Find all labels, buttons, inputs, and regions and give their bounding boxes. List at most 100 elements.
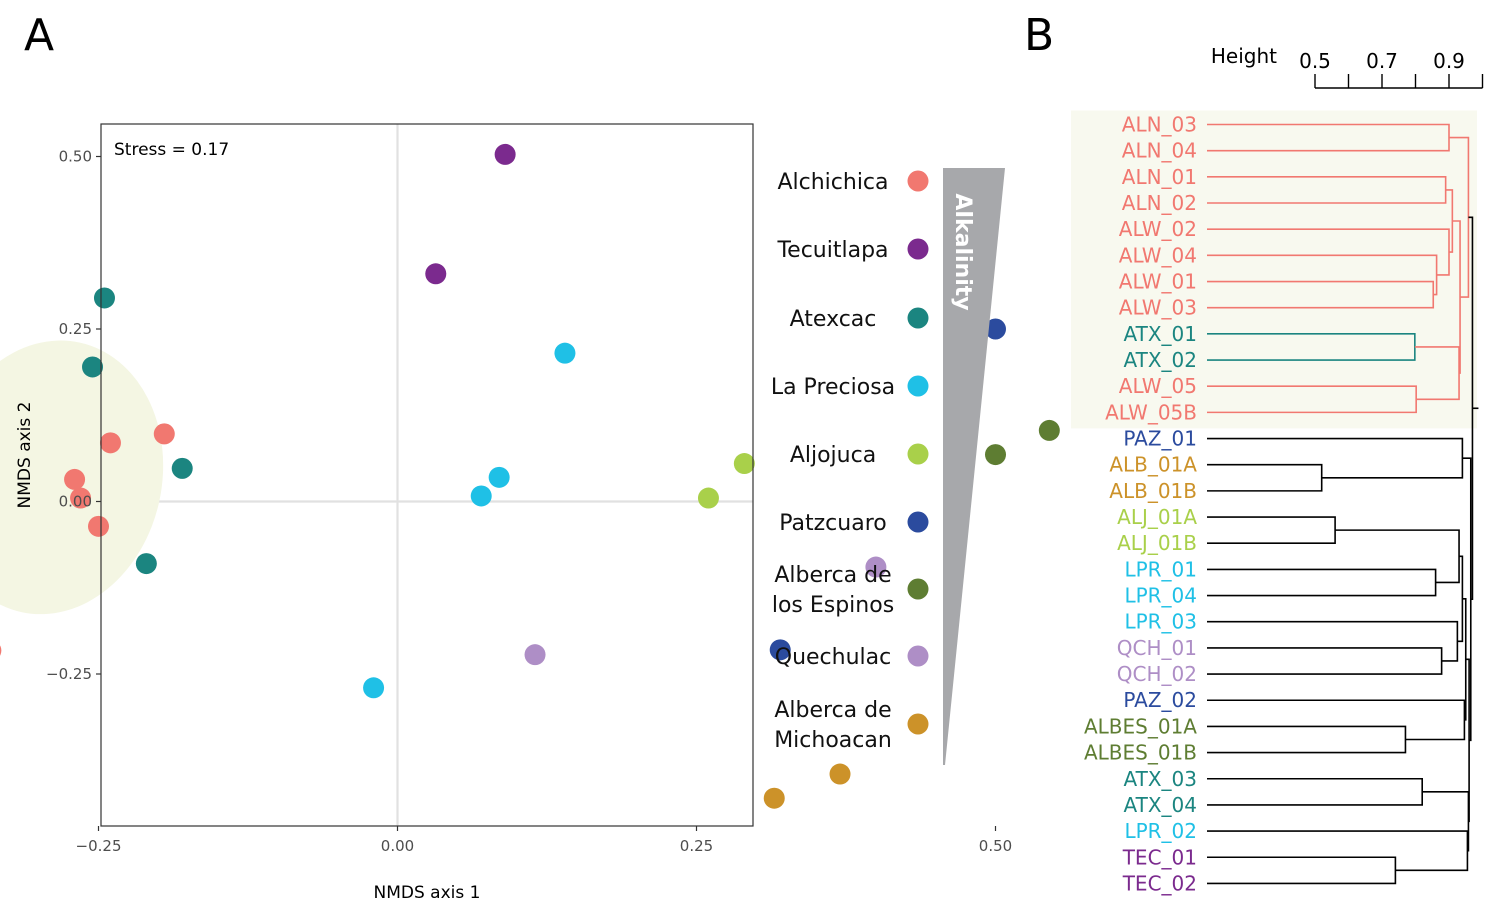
nmds-plot-frame xyxy=(100,123,754,827)
nmds-point xyxy=(425,263,447,285)
alkalinity-gradient: Alkalinity xyxy=(943,168,1005,765)
dendrogram-leaf-label: LPR_01 xyxy=(1124,557,1197,581)
nmds-point xyxy=(769,639,791,661)
dendrogram-leaf-label: QCH_02 xyxy=(1117,662,1197,686)
dendrogram-leaf-label: ALBES_01A xyxy=(1084,714,1197,738)
legend: Alchichica Tecuitlapa Atexcac La Preciosa Al… xyxy=(771,170,929,753)
dendrogram-branch xyxy=(1207,725,1407,754)
dendrogram-panel: 0.5 0.7 0.9 Height ALN_03ALN_04ALN_01ALN_0… xyxy=(1071,44,1484,895)
dendrogram-branch xyxy=(1207,516,1336,545)
x-tick-label: 0.00 xyxy=(381,837,414,855)
dendrogram-branches xyxy=(1207,123,1479,885)
y-tick-label: 0.25 xyxy=(59,320,92,338)
dendrogram-leaf-label: ATX_04 xyxy=(1124,793,1198,817)
legend-swatch xyxy=(907,443,929,465)
legend-label: Alberca de los Espinos xyxy=(772,563,894,618)
legend-label: Aljojuca xyxy=(790,443,876,468)
x-tick-label: −0.25 xyxy=(76,837,122,855)
nmds-point xyxy=(697,487,719,509)
nmds-point xyxy=(494,143,516,165)
dendrogram-branch xyxy=(1207,437,1464,479)
nmds-point xyxy=(554,342,576,364)
dendrogram-leaf-label: ALB_01A xyxy=(1109,453,1197,477)
nmds-point xyxy=(733,453,755,475)
legend-swatch xyxy=(907,170,929,192)
nmds-ellipse-layer xyxy=(0,340,164,615)
nmds-point xyxy=(82,356,104,378)
nmds-point xyxy=(1038,419,1060,441)
nmds-point xyxy=(985,318,1006,340)
legend-swatch xyxy=(907,307,929,329)
dendrogram-leaf-label: ALN_04 xyxy=(1122,139,1197,163)
nmds-point xyxy=(524,644,546,666)
dendrogram-leaf-label: LPR_04 xyxy=(1124,584,1197,608)
nmds-points xyxy=(0,143,1060,809)
dendrogram-leaf-label: ALB_01B xyxy=(1109,479,1197,503)
nmds-point xyxy=(70,487,92,509)
dendrogram-leaf-label: ALW_05B xyxy=(1105,400,1197,424)
dendrogram-leaf-label: ATX_01 xyxy=(1124,322,1198,346)
nmds-y-ticks: −0.25 0.00 0.25 0.50 xyxy=(46,148,101,683)
height-tick-label: 0.5 xyxy=(1299,49,1331,73)
nmds-point xyxy=(363,677,385,699)
alchichica-ellipse xyxy=(0,340,164,615)
nmds-point xyxy=(135,553,157,575)
x-tick-label: 0.50 xyxy=(979,837,1012,855)
legend-swatch xyxy=(907,511,929,533)
nmds-point xyxy=(829,763,851,785)
height-tick-label: 0.9 xyxy=(1433,49,1465,73)
nmds-zero-lines xyxy=(101,124,753,826)
legend-label: Patzcuaro xyxy=(779,511,886,536)
dendrogram-leaf-label: PAZ_01 xyxy=(1123,427,1197,451)
nmds-x-axis-title: NMDS axis 1 xyxy=(374,883,481,903)
nmds-point xyxy=(88,515,109,537)
nmds-point xyxy=(985,444,1006,466)
nmds-panel: −0.25 0.00 0.25 0.50 −0.25 0.00 0.25 0.50 Stre… xyxy=(0,123,1060,903)
y-tick-label: 0.00 xyxy=(59,493,92,511)
nmds-point xyxy=(865,556,887,578)
x-tick-label: 0.25 xyxy=(680,837,713,855)
nmds-point xyxy=(64,468,86,490)
dendrogram-branch xyxy=(1207,777,1423,806)
dendrogram-branch xyxy=(1207,830,1469,872)
nmds-point xyxy=(470,485,492,507)
dendrogram-leaf-label: ALW_03 xyxy=(1119,296,1197,320)
alkalinity-wedge xyxy=(943,168,1005,765)
nmds-point xyxy=(171,457,193,479)
dendrogram-leaf-label: ALN_01 xyxy=(1122,165,1197,189)
height-scale: 0.5 0.7 0.9 xyxy=(1299,49,1484,89)
stress-annotation: Stress = 0.17 xyxy=(114,140,229,160)
legend-swatch xyxy=(907,713,929,735)
height-scale-title: Height xyxy=(1211,44,1277,68)
nmds-y-axis-title: NMDS axis 2 xyxy=(15,402,35,509)
dendrogram-leaf-label: QCH_01 xyxy=(1117,636,1197,660)
dendrogram-branch xyxy=(1207,463,1323,492)
dendrogram-leaf-label: ALW_04 xyxy=(1119,243,1197,267)
legend-swatch xyxy=(907,238,929,260)
dendrogram-leaf-label: TEC_02 xyxy=(1122,871,1197,895)
dendrogram-leaf-label: PAZ_02 xyxy=(1123,688,1197,712)
dendrogram-leaf-label: ALN_03 xyxy=(1122,113,1197,137)
y-tick-label: 0.50 xyxy=(59,148,92,166)
legend-label: Quechulac xyxy=(775,645,891,670)
nmds-point xyxy=(153,423,175,445)
y-tick-label: −0.25 xyxy=(46,665,92,683)
legend-swatch xyxy=(907,375,929,397)
dendrogram-leaf-label: LPR_02 xyxy=(1124,819,1197,843)
dendrogram-branch xyxy=(1335,529,1460,584)
height-tick-label: 0.7 xyxy=(1366,49,1398,73)
dendrogram-branch xyxy=(1207,568,1437,597)
dendrogram-leaf-label: LPR_03 xyxy=(1124,610,1197,634)
legend-swatch xyxy=(907,578,929,600)
nmds-point xyxy=(93,287,115,309)
nmds-point xyxy=(99,432,121,454)
legend-label: Alchichica xyxy=(777,170,888,195)
dendrogram-leaf-label: ALN_02 xyxy=(1122,191,1197,215)
nmds-x-ticks: −0.25 0.00 0.25 0.50 xyxy=(76,826,1012,855)
panel-a-label: A xyxy=(24,10,54,61)
dendrogram-leaf-label: ALJ_01A xyxy=(1117,505,1197,529)
dendrogram-leaf-label: TEC_01 xyxy=(1122,845,1197,869)
alchichica-cluster-highlight xyxy=(1071,110,1477,429)
alkalinity-label: Alkalinity xyxy=(950,193,975,310)
